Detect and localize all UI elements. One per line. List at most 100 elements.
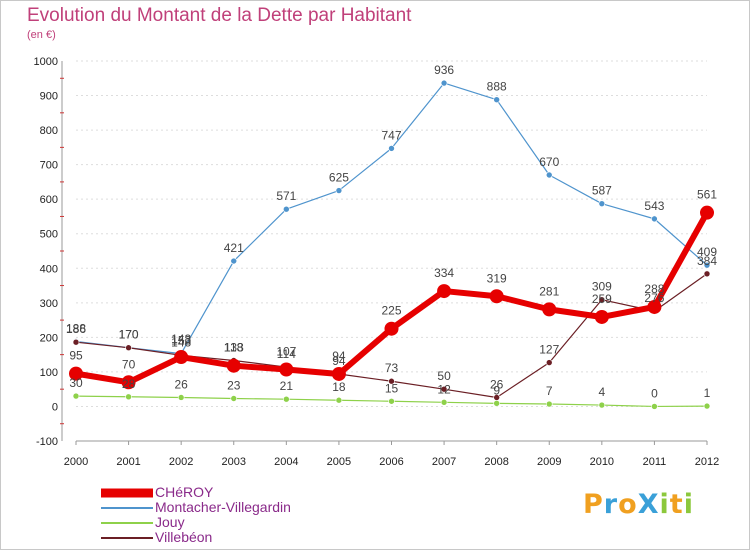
- data-label: 118: [224, 341, 243, 355]
- data-point: [651, 215, 658, 223]
- data-point: [493, 394, 500, 401]
- data-label: 188: [66, 322, 86, 336]
- legend-label: Montacher-Villegardin: [155, 499, 291, 515]
- data-point: [388, 145, 395, 152]
- data-label: 747: [381, 128, 401, 142]
- data-label: 936: [434, 63, 454, 77]
- data-point: [72, 392, 80, 400]
- data-point: [700, 205, 714, 220]
- data-point: [440, 399, 448, 406]
- data-label: 50: [437, 369, 451, 383]
- legend-label: Villebéon: [155, 529, 213, 545]
- data-label: 21: [280, 379, 294, 393]
- data-point: [493, 400, 500, 407]
- data-point: [598, 200, 606, 207]
- data-label: 18: [332, 380, 346, 394]
- data-label: 276: [644, 291, 664, 305]
- data-label: 94: [332, 349, 346, 363]
- data-label: 334: [434, 266, 454, 280]
- data-label: 409: [697, 245, 717, 259]
- x-tick-label: 2012: [695, 456, 719, 468]
- y-tick-label: 800: [40, 125, 58, 137]
- data-point: [230, 257, 238, 265]
- data-point: [598, 401, 606, 409]
- x-tick-label: 2011: [643, 456, 667, 468]
- chart-legend: CHéROY Montacher-Villegardin Jouy Villebéon: [101, 485, 361, 545]
- data-label: 309: [592, 280, 612, 294]
- data-point: [440, 385, 448, 393]
- data-label: 70: [122, 357, 136, 371]
- data-point: [440, 79, 448, 87]
- y-tick-label: 700: [40, 160, 58, 172]
- data-label: 7: [546, 384, 553, 398]
- data-label: 114: [277, 347, 296, 361]
- y-tick-label: 1000: [34, 56, 58, 68]
- legend-swatch: [101, 488, 153, 497]
- data-label: 170: [119, 328, 139, 342]
- data-point: [542, 302, 557, 317]
- data-point: [335, 396, 343, 404]
- legend-item: CHéROY: [101, 485, 361, 500]
- x-tick-label: 2000: [64, 456, 88, 468]
- logo-letter: P: [583, 489, 604, 520]
- legend-swatch: [101, 506, 153, 509]
- x-tick-label: 2004: [274, 456, 298, 468]
- data-point: [703, 261, 711, 269]
- data-label: 95: [69, 349, 83, 363]
- data-point: [335, 187, 343, 194]
- legend-item: Jouy: [101, 515, 361, 530]
- x-tick-label: 2008: [484, 456, 508, 468]
- x-tick-label: 2007: [432, 456, 456, 468]
- data-point: [177, 394, 185, 401]
- data-point: [174, 350, 189, 365]
- series-line-CHéROY: [73, 209, 710, 386]
- logo-letter: t: [669, 489, 684, 520]
- data-label: 288: [644, 282, 664, 296]
- data-point: [125, 344, 132, 352]
- data-point: [331, 366, 346, 381]
- x-tick-label: 2010: [590, 456, 614, 468]
- data-label: 28: [122, 377, 136, 391]
- data-label: 133: [224, 341, 244, 355]
- x-tick-label: 2003: [222, 456, 246, 468]
- data-label: 26: [490, 377, 504, 391]
- data-label: 15: [385, 381, 399, 395]
- y-tick-label: -100: [36, 436, 58, 448]
- y-tick-label: 500: [40, 229, 58, 241]
- y-tick-label: 900: [40, 91, 58, 103]
- data-label: 319: [487, 271, 507, 285]
- data-label: 30: [69, 376, 83, 390]
- data-point: [388, 397, 395, 405]
- data-point: [283, 205, 290, 213]
- logo-letter: X: [637, 489, 660, 520]
- y-tick-label: 300: [40, 298, 58, 310]
- data-label: 148: [171, 335, 191, 349]
- logo-letter: i: [683, 489, 694, 520]
- data-label: 421: [224, 241, 244, 255]
- data-point: [545, 400, 553, 408]
- y-tick-label: 100: [40, 367, 58, 379]
- data-point: [226, 358, 241, 373]
- data-point: [384, 321, 399, 336]
- data-label: 384: [697, 254, 717, 268]
- y-tick-label: 600: [40, 194, 58, 206]
- data-point: [594, 309, 609, 324]
- data-point: [121, 375, 136, 390]
- data-label: 670: [539, 155, 559, 169]
- data-label: 587: [592, 184, 612, 198]
- data-label: 259: [592, 292, 612, 306]
- data-label: 153: [171, 334, 191, 348]
- x-tick-label: 2001: [116, 456, 140, 468]
- data-point: [647, 299, 662, 314]
- data-point: [545, 171, 553, 179]
- proxiti-logo: ProXiti: [583, 489, 694, 520]
- x-tick-label: 2005: [327, 456, 351, 468]
- data-label: 0: [651, 386, 658, 400]
- legend-item: Montacher-Villegardin: [101, 500, 361, 515]
- legend-label: Jouy: [155, 514, 185, 530]
- data-point: [69, 366, 83, 381]
- x-tick-label: 2009: [537, 456, 561, 468]
- data-label: 107: [276, 344, 296, 358]
